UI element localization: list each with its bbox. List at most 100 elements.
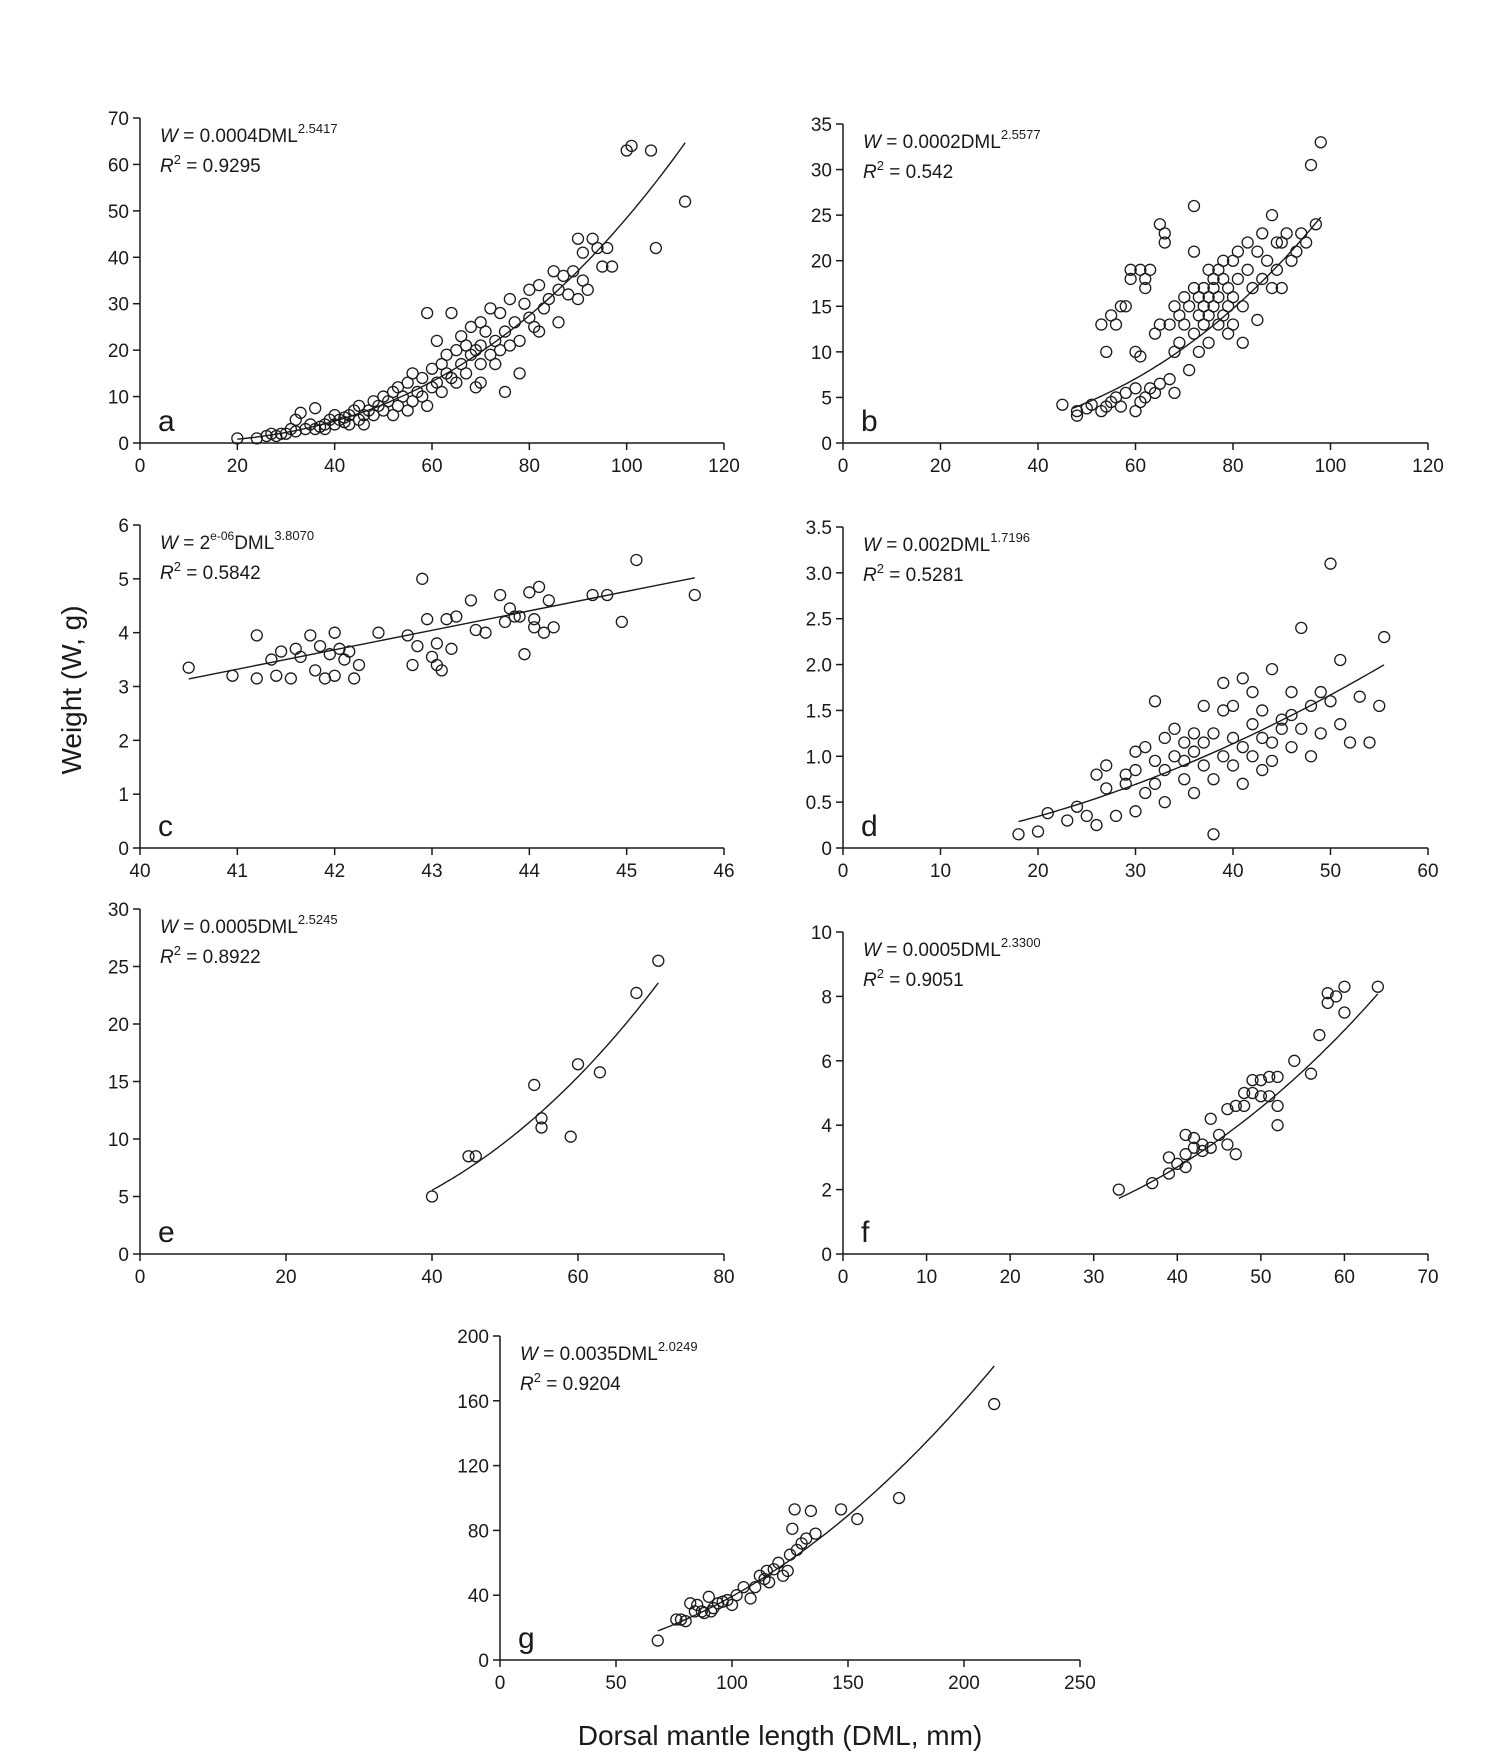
y-tick-label: 8 — [821, 987, 832, 1008]
data-point — [1353, 690, 1366, 703]
data-point — [1202, 336, 1215, 349]
y-tick-label: 2.5 — [806, 610, 832, 631]
data-point — [596, 260, 609, 273]
data-point — [630, 986, 643, 1000]
data-point — [1129, 382, 1142, 395]
data-point — [1265, 663, 1279, 676]
y-tick-label: 2 — [118, 731, 129, 752]
data-point — [445, 306, 458, 320]
data-point — [1109, 318, 1123, 331]
y-tick-label: 20 — [108, 1015, 129, 1036]
panel-letter: d — [861, 810, 878, 843]
data-point — [809, 1527, 822, 1540]
data-point — [1321, 987, 1334, 1000]
data-point — [1231, 272, 1245, 286]
data-point — [1290, 245, 1303, 258]
data-point — [1236, 740, 1249, 754]
r-squared-sup: 2 — [534, 1370, 541, 1385]
data-point — [1256, 272, 1269, 286]
data-point — [1236, 336, 1249, 349]
data-point — [1229, 1099, 1242, 1113]
data-point — [469, 1150, 482, 1163]
data-point — [547, 265, 560, 278]
data-point — [1197, 759, 1210, 772]
data-point — [1196, 1144, 1209, 1158]
data-point — [1162, 1151, 1176, 1164]
data-point — [625, 139, 638, 153]
data-point — [396, 390, 409, 403]
data-point — [406, 367, 419, 380]
equation-w: W — [160, 533, 180, 554]
data-point — [1197, 736, 1210, 749]
data-point — [1260, 254, 1274, 267]
y-tick-label: 3.5 — [806, 518, 832, 539]
data-point — [730, 1589, 743, 1602]
data-point — [1304, 750, 1318, 763]
data-point — [1338, 1006, 1351, 1019]
data-point — [479, 325, 492, 338]
data-point — [377, 404, 390, 417]
data-point — [1114, 400, 1128, 413]
data-point — [537, 626, 551, 639]
data-point — [1288, 1054, 1301, 1067]
data-point — [1139, 740, 1152, 754]
data-point — [571, 1058, 585, 1071]
data-point — [367, 408, 380, 422]
data-point — [1124, 272, 1137, 286]
data-point — [1112, 1183, 1125, 1196]
data-point — [1285, 708, 1298, 722]
data-point — [513, 367, 526, 380]
data-point — [670, 1613, 683, 1626]
data-point — [455, 330, 468, 343]
data-point — [391, 399, 405, 413]
equation-w: W — [863, 535, 883, 556]
r-squared-r: R — [520, 1374, 534, 1395]
r-squared-r: R — [863, 565, 877, 586]
data-point — [523, 586, 536, 599]
r-squared-value: = 0.5281 — [884, 565, 964, 586]
data-point — [688, 1605, 702, 1618]
data-point — [576, 274, 590, 287]
x-tick-label: 40 — [1027, 456, 1048, 477]
data-point — [1256, 704, 1269, 717]
data-point — [547, 621, 560, 634]
data-point — [411, 639, 424, 653]
r-squared-value: = 0.9204 — [541, 1374, 621, 1395]
data-point — [552, 283, 565, 296]
data-point — [615, 615, 628, 629]
data-point — [1129, 745, 1142, 758]
data-point — [309, 402, 322, 415]
x-tick-label: 40 — [1222, 861, 1243, 882]
r-squared-value: = 0.9295 — [181, 156, 261, 177]
y-tick-label: 6 — [118, 516, 129, 537]
equation-w: W — [520, 1344, 540, 1365]
x-tick-label: 50 — [1250, 1267, 1271, 1288]
data-point — [274, 645, 288, 658]
data-point — [542, 292, 555, 306]
data-point — [265, 653, 278, 666]
y-tick-label: 10 — [108, 1130, 129, 1151]
data-point — [760, 1564, 773, 1578]
data-point — [274, 427, 288, 440]
y-tick-label: 40 — [108, 248, 129, 269]
data-point — [1217, 254, 1230, 267]
data-point — [649, 241, 663, 255]
x-tick-label: 0 — [135, 1267, 146, 1288]
r-squared-sup: 2 — [174, 152, 181, 167]
fit-curve — [188, 577, 695, 680]
data-point — [498, 325, 512, 338]
equation-text: = 0.0002DML — [881, 132, 1001, 153]
data-point — [1178, 754, 1191, 768]
equation-text: = 0.002DML — [881, 535, 990, 556]
data-point — [484, 302, 497, 315]
data-point — [562, 288, 575, 301]
x-tick-label: 40 — [1167, 1267, 1188, 1288]
data-point — [1246, 718, 1259, 731]
data-point — [416, 390, 429, 403]
data-point — [479, 626, 492, 639]
data-point — [1095, 318, 1108, 331]
data-point — [744, 1592, 757, 1605]
equation-label: W = 2e-06DML3.8070 — [160, 528, 314, 554]
data-point — [601, 588, 614, 602]
data-point — [498, 385, 512, 399]
